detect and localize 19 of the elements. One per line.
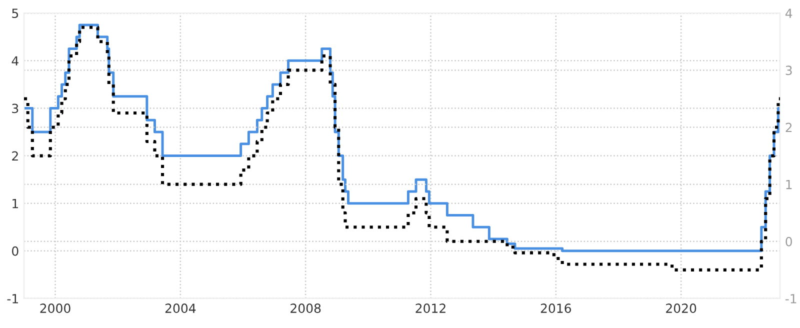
y2-tick-label: 1 [786,180,792,190]
x-tick-label: 2004 [165,304,196,314]
y-tick-label: 0 [12,246,18,256]
y-tick-label: 2 [12,151,18,161]
y-tick-label: 4 [12,56,18,66]
y2-tick-label: 3 [786,66,792,76]
x-tick-label: 2016 [540,304,572,314]
x-tick-label: 2008 [290,304,321,314]
y-tick-label: -1 [7,294,18,304]
y2-tick-label: 2 [786,122,792,132]
y2-tick-label: 4 [785,8,792,18]
y-tick-label: 1 [12,198,18,208]
y-tick-label: 5 [12,8,18,18]
y2-tick-label: 0 [786,236,792,246]
y-tick-label: 3 [12,104,18,114]
x-tick-label: 2012 [416,304,446,314]
y2-tick-label: -1 [785,294,796,304]
x-tick-label: 2020 [666,304,696,314]
x-tick-label: 2000 [40,304,70,314]
